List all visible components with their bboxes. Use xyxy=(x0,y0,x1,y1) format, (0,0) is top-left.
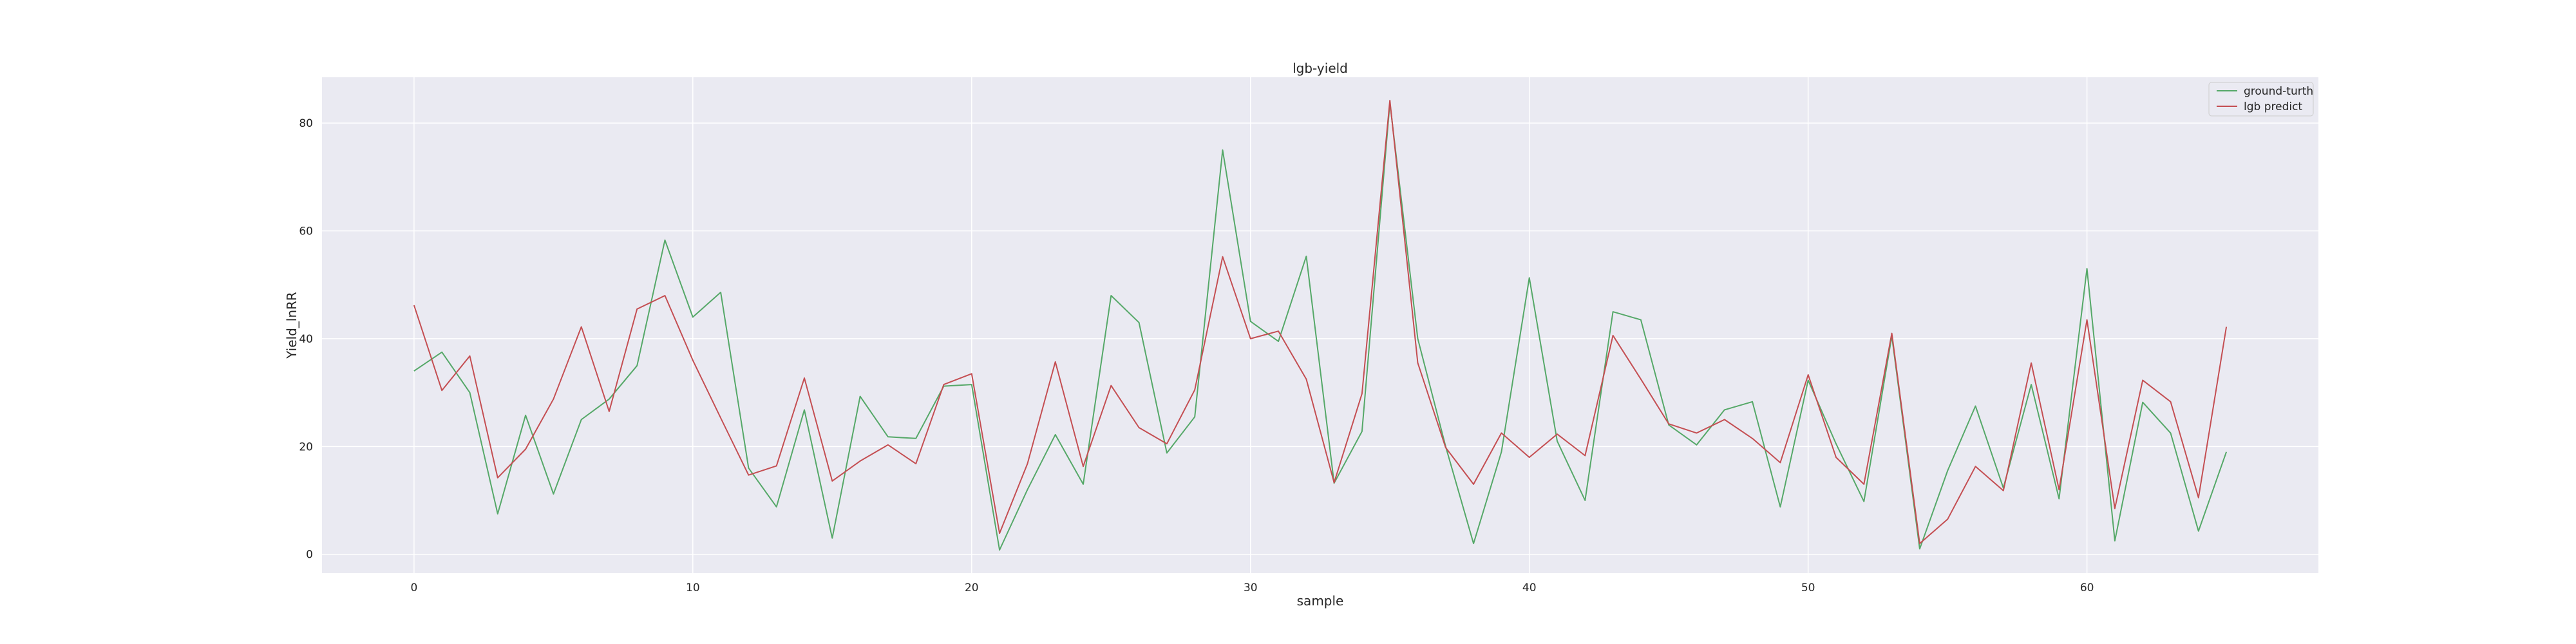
y-tick-label: 20 xyxy=(299,440,313,453)
y-tick-label: 0 xyxy=(306,549,313,562)
x-tick-label: 50 xyxy=(1801,582,1815,594)
series-lines xyxy=(413,100,2228,551)
y-axis-label: Yield_lnRR xyxy=(284,292,299,359)
y-tick-labels: 0 20 40 60 80 xyxy=(299,117,313,562)
x-tick-label: 60 xyxy=(2080,582,2094,594)
x-tick-labels: 0 10 20 30 40 50 60 xyxy=(410,582,2094,594)
y-tick-label: 80 xyxy=(299,117,313,130)
x-tick-label: 40 xyxy=(1522,582,1537,594)
legend-label-ground-turth: ground-turth xyxy=(2244,85,2313,98)
x-tick-label: 10 xyxy=(686,582,700,594)
y-tick-label: 60 xyxy=(299,225,313,238)
plot-area xyxy=(322,77,2318,573)
series-line-ground-turth xyxy=(413,102,2228,551)
x-tick-label: 30 xyxy=(1244,582,1258,594)
x-tick-label: 20 xyxy=(965,582,979,594)
grid-lines xyxy=(322,77,2318,573)
x-axis-label: sample xyxy=(1297,593,1344,609)
legend-label-lgb-predict: lgb predict xyxy=(2244,100,2302,113)
chart-title: lgb-yield xyxy=(1293,61,1348,76)
series-line-lgb-predict xyxy=(413,100,2228,544)
y-tick-label: 40 xyxy=(299,333,313,346)
legend: ground-turth lgb predict xyxy=(2208,82,2314,117)
x-tick-label: 0 xyxy=(410,582,417,594)
